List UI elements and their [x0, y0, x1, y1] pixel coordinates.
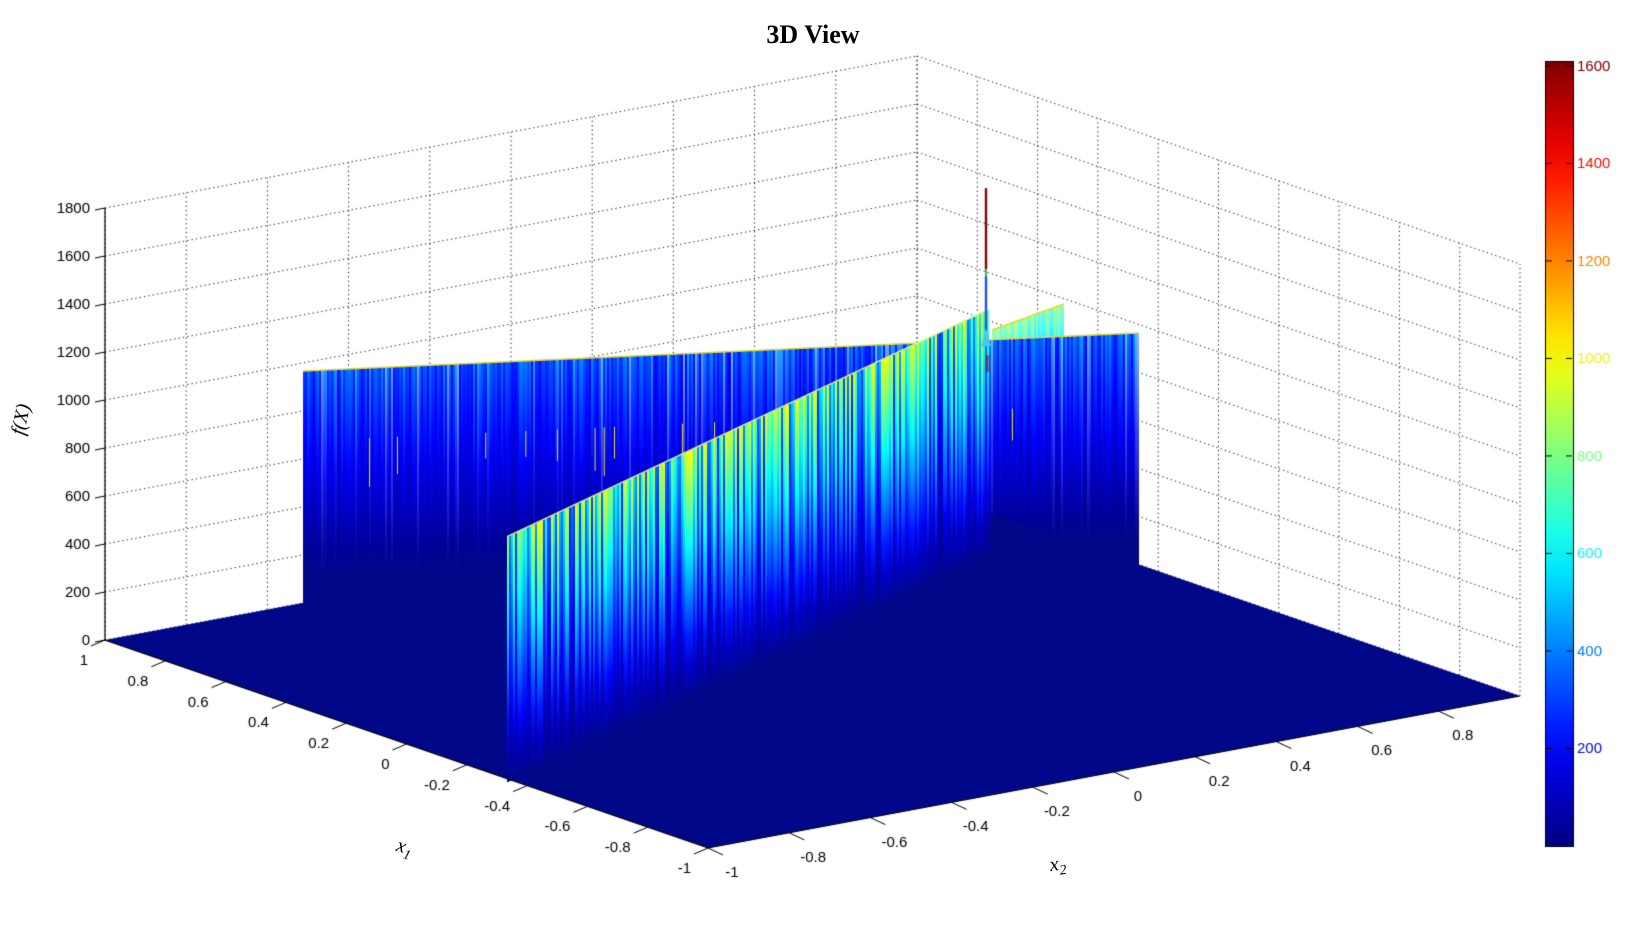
plot-title: 3D View [766, 20, 860, 49]
